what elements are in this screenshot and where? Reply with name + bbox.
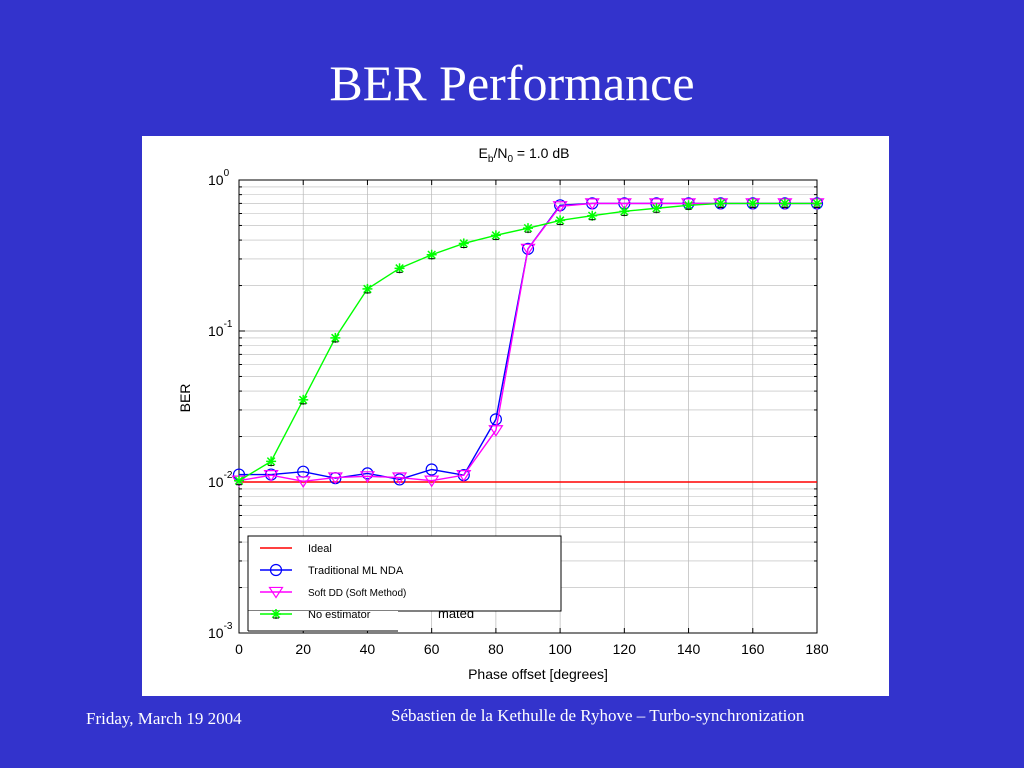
star-marker-icon	[271, 609, 281, 619]
legend-box-extension	[248, 611, 398, 631]
data-point	[489, 413, 502, 426]
series-line	[238, 202, 817, 483]
y-tick-label: 10-2	[208, 470, 233, 490]
data-point	[234, 475, 244, 486]
data-point	[747, 198, 758, 209]
series-layer	[231, 197, 825, 488]
chart-panel: Eb/N0 = 1.0 dB 0 20 40 60 80 100 120 140 160 180 1…	[142, 136, 889, 696]
legend-label: Soft DD (Soft Method)	[308, 588, 406, 599]
data-point	[555, 215, 566, 226]
data-point	[490, 230, 501, 241]
slide-title: BER Performance	[329, 55, 695, 111]
x-tick-label: 0	[235, 641, 243, 657]
data-point	[552, 201, 568, 213]
x-axis-label: Phase offset [degrees]	[468, 666, 608, 682]
data-point	[680, 198, 697, 211]
data-point	[715, 198, 726, 209]
x-tick-label: 60	[424, 641, 440, 657]
series-traditional-ml-nda	[232, 197, 824, 486]
axes: 0 20 40 60 80 100 120 140 160 180 100 10-1 10-2 10-3	[208, 168, 829, 657]
legend-item: No estimator	[260, 609, 371, 621]
data-point	[616, 198, 632, 211]
legend-item: Soft DD (Soft Method)	[260, 586, 406, 599]
footer-date: Friday, March 19 2004	[86, 709, 242, 728]
data-point	[391, 472, 408, 485]
x-tick-label: 120	[613, 641, 637, 657]
legend-item: Traditional ML NDA	[260, 563, 404, 577]
data-point	[488, 425, 504, 437]
legend-label: Traditional ML NDA	[308, 565, 404, 577]
x-tick-label: 100	[548, 641, 572, 657]
x-tick-label: 40	[360, 641, 376, 657]
data-point	[359, 471, 376, 483]
footer-author: Sébastien de la Kethulle de Ryhove – Tur…	[391, 706, 805, 725]
data-point	[523, 223, 533, 234]
triangle-marker-icon	[268, 586, 284, 599]
y-tick-label: 10-1	[208, 319, 233, 339]
legend-item: Ideal	[260, 543, 332, 555]
data-point	[456, 470, 472, 482]
x-tick-label: 140	[677, 641, 701, 657]
x-tick-label: 180	[805, 641, 829, 657]
data-point	[812, 198, 822, 209]
legend-box	[247, 535, 562, 612]
data-point	[458, 238, 469, 249]
data-point	[584, 198, 600, 211]
data-point	[327, 472, 343, 485]
ber-chart: Eb/N0 = 1.0 dB 0 20 40 60 80 100 120 140 160 180 1…	[177, 145, 829, 682]
data-point	[648, 198, 665, 211]
data-point	[266, 456, 277, 467]
y-tick-label: 100	[208, 168, 230, 188]
data-point	[425, 463, 438, 476]
y-axis-label: BER	[177, 384, 193, 413]
data-point	[295, 476, 311, 488]
data-point	[362, 283, 373, 294]
x-tick-label: 160	[741, 641, 765, 657]
data-point	[394, 263, 405, 274]
legend-label: No estimator	[308, 609, 371, 621]
data-point	[330, 332, 341, 343]
plot-frame	[238, 179, 818, 634]
data-point	[426, 249, 437, 260]
circle-marker-icon	[269, 563, 283, 577]
x-tick-label: 80	[488, 641, 504, 657]
series-soft-dd-soft-method-	[231, 198, 825, 488]
x-tick-label: 20	[295, 641, 311, 657]
series-no-estimator	[234, 198, 822, 486]
data-point	[520, 243, 536, 256]
series-line	[238, 202, 817, 482]
legend-label: Ideal	[308, 543, 332, 555]
data-point	[393, 473, 406, 486]
data-point	[683, 200, 694, 211]
data-point	[298, 394, 309, 405]
data-point	[587, 210, 598, 221]
data-point	[651, 203, 662, 214]
data-point	[779, 198, 790, 209]
data-point	[424, 475, 440, 488]
y-tick-label: 10-3	[208, 621, 233, 641]
data-point	[263, 470, 279, 482]
chart-title: Eb/N0 = 1.0 dB	[479, 145, 570, 165]
data-point	[619, 206, 630, 217]
